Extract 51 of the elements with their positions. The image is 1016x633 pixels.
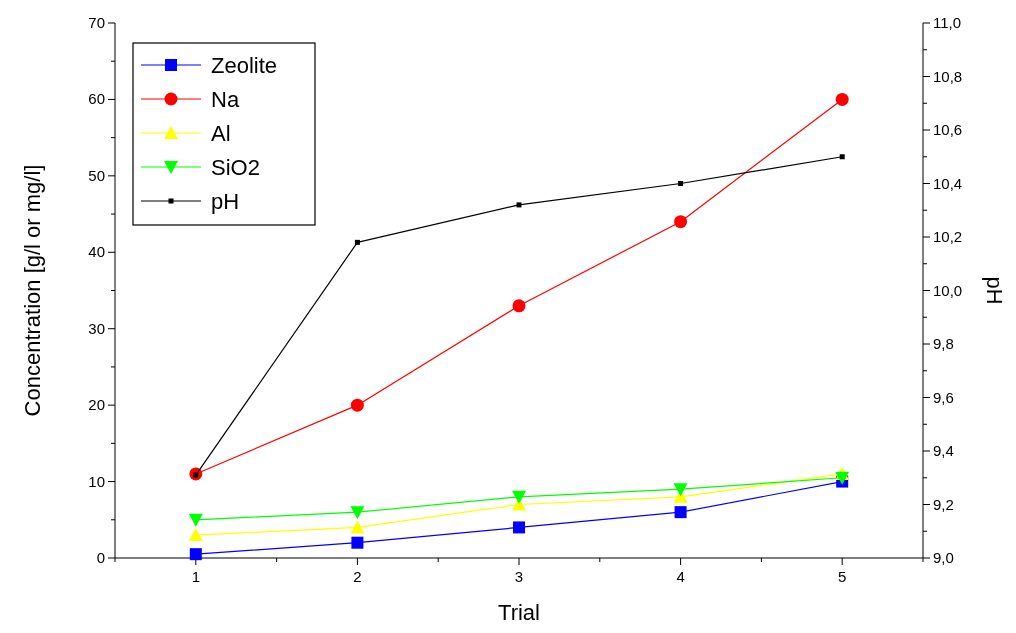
legend-label: pH [211,189,240,214]
point [350,506,365,520]
y-axis-title: Concentration [g/l or mg/l] [20,164,45,417]
y2-tick-label: 11,0 [933,14,962,31]
y-tick-label: 60 [88,90,105,108]
legend-label: Zeolite [211,53,278,78]
legend-label: Na [211,87,240,112]
point [512,490,526,504]
y-tick-label: 10 [88,472,105,490]
y2-tick-label: 9,0 [933,549,954,566]
y-tick-label: 0 [96,549,105,566]
point [189,548,202,561]
y-tick-label: 70 [88,14,105,31]
y2-tick-label: 9,8 [933,335,954,352]
point [512,299,526,313]
x-tick-label: 5 [838,568,847,585]
y-tick-label: 40 [88,243,105,261]
point [516,202,522,208]
point [350,398,364,412]
x-tick-label: 3 [514,568,524,585]
point [188,528,203,542]
point [835,92,849,106]
legend-label: Al [211,121,231,146]
y2-tick-label: 9,2 [933,495,954,513]
x-tick-label: 1 [191,568,200,585]
y2-tick-label: 9,4 [933,442,954,459]
y-tick-label: 20 [88,396,105,414]
y2-tick-label: 10,6 [933,121,963,138]
x-tick-label: 4 [676,568,685,585]
point [188,513,203,527]
y2-tick-label: 9,6 [933,388,954,406]
point [839,154,845,160]
y2-axis-title: pH [982,276,1007,305]
x-axis-title: Trial [498,600,540,625]
point [835,471,850,485]
point [513,521,525,534]
y-tick-label: 30 [88,319,105,337]
point [678,181,684,186]
point [674,215,688,229]
legend-label: SiO2 [211,155,260,180]
y2-tick-label: 10,2 [933,228,963,245]
y2-tick-label: 10,0 [933,281,963,299]
y-tick-label: 50 [88,166,105,184]
point [350,520,365,534]
point [351,536,364,549]
point [674,506,687,519]
y2-tick-label: 10,4 [933,174,963,192]
point [354,239,360,245]
point [673,483,688,497]
x-tick-label: 2 [353,568,362,585]
y2-tick-label: 10,8 [933,67,963,85]
